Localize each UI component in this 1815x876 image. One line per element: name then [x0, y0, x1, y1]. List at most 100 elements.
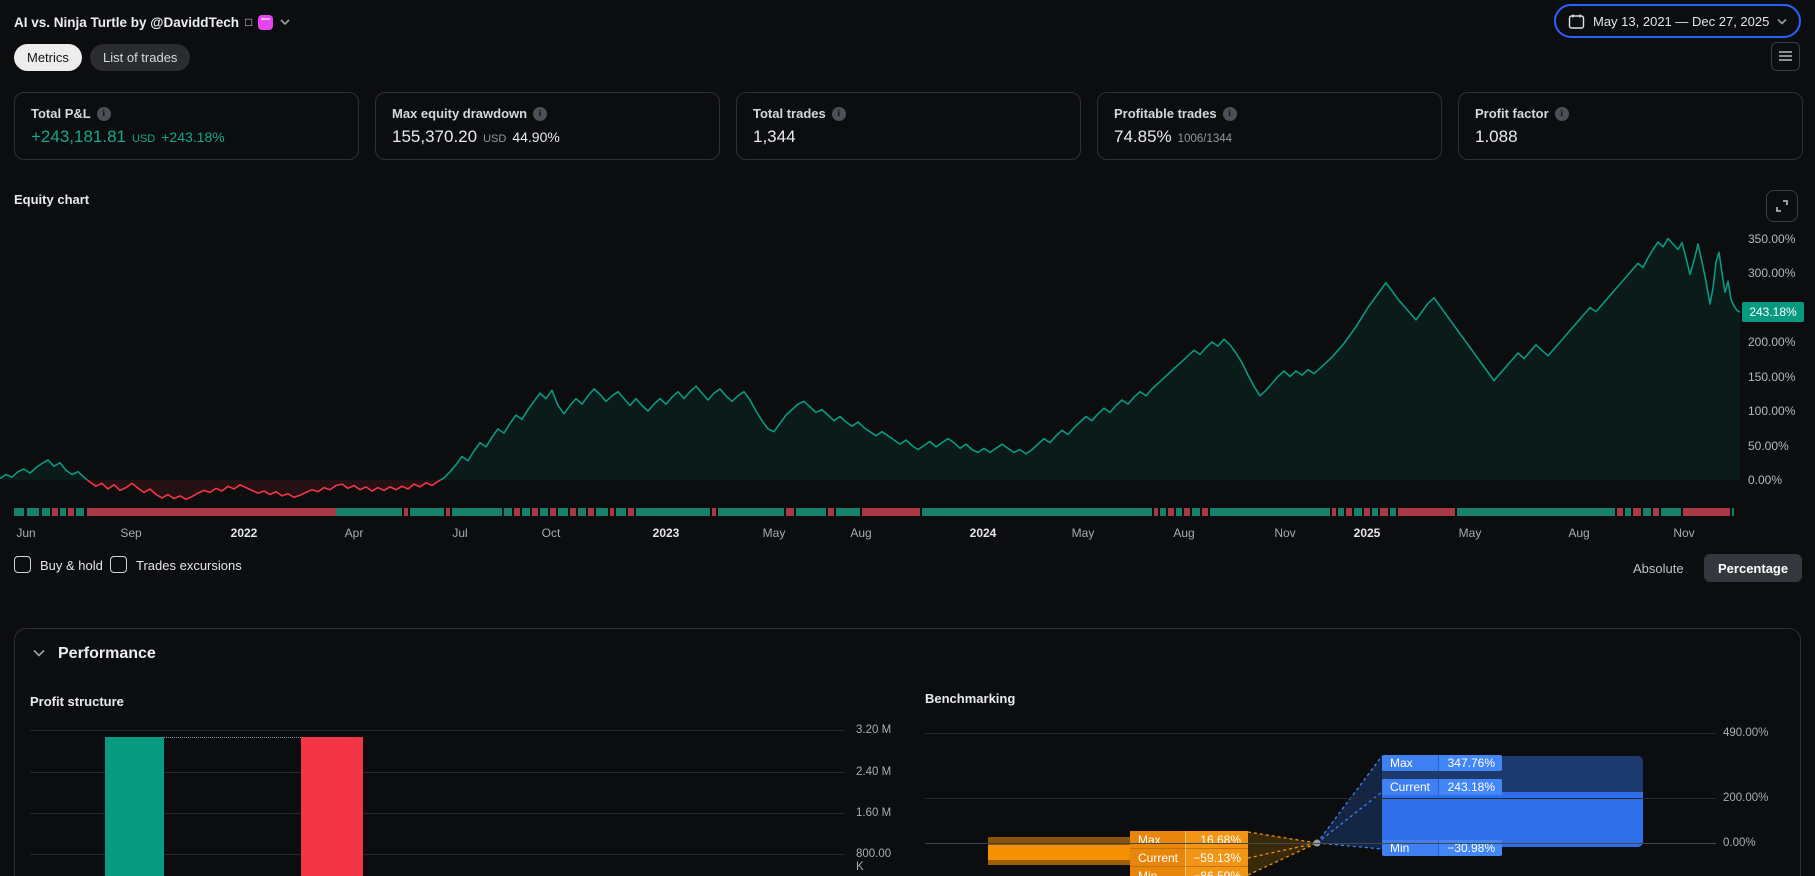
chip-value: 347.76% — [1438, 755, 1502, 771]
strip-segment — [532, 508, 538, 516]
strip-segment — [836, 508, 860, 516]
strip-segment — [1617, 508, 1623, 516]
metric-card-profitable-trades: Profitable trades i 74.85% 1006/1344 — [1097, 92, 1442, 160]
layout-menu-button[interactable] — [1771, 42, 1800, 71]
equity-x-tick: Nov — [1274, 526, 1296, 540]
metric-extra: 44.90% — [512, 129, 560, 145]
strip-segment — [1202, 508, 1208, 516]
profit-gridline — [30, 813, 845, 814]
performance-section — [14, 628, 1801, 876]
benchmark-range-upper — [988, 837, 1248, 845]
strip-segment — [52, 508, 58, 516]
chevron-down-icon[interactable] — [279, 18, 291, 26]
buy-and-hold-checkbox[interactable] — [14, 556, 31, 573]
metric-label: Profitable trades — [1114, 106, 1217, 121]
strip-segment — [616, 508, 626, 516]
strip-segment — [796, 508, 826, 516]
strategy-min-chip: Min −30.98% — [1382, 840, 1502, 856]
info-icon[interactable]: i — [1554, 106, 1569, 121]
strip-segment — [570, 508, 576, 516]
row-label: Current — [1130, 849, 1185, 867]
strip-segment — [718, 508, 784, 516]
profit-gridline — [30, 772, 845, 773]
info-icon[interactable]: i — [831, 106, 846, 121]
strip-segment — [60, 508, 66, 516]
metric-label: Profit factor — [1475, 106, 1549, 121]
chip-label: Min — [1382, 840, 1438, 856]
equity-x-tick: Sep — [120, 526, 142, 540]
strategy-range-lower — [1382, 792, 1643, 847]
benchmark-range-lower — [988, 860, 1248, 865]
date-range-picker[interactable]: May 13, 2021 — Dec 27, 2025 — [1554, 4, 1802, 38]
percentage-toggle[interactable]: Percentage — [1704, 554, 1803, 582]
strip-segment — [452, 508, 502, 516]
chip-value: −30.98% — [1438, 840, 1502, 856]
calendar-icon — [1568, 14, 1585, 29]
equity-x-tick: Aug — [850, 526, 872, 540]
buy-and-hold-label[interactable]: Buy & hold — [40, 558, 103, 573]
trades-excursions-label[interactable]: Trades excursions — [136, 558, 242, 573]
equity-curve — [0, 459, 88, 481]
info-icon[interactable]: i — [533, 106, 548, 121]
bench-y-tick: 200.00% — [1723, 792, 1769, 804]
strip-segment — [1625, 508, 1631, 516]
strip-segment — [558, 508, 568, 516]
chevron-down-icon — [1777, 18, 1787, 25]
chip-value: 243.18% — [1438, 779, 1502, 795]
bench-gridline — [925, 843, 1716, 844]
strip-segment — [42, 508, 50, 516]
equity-x-tick: Jun — [16, 526, 36, 540]
info-icon[interactable]: i — [1222, 106, 1237, 121]
metric-value: 155,370.20 — [392, 127, 478, 146]
equity-area-fill — [0, 460, 88, 480]
profit-structure-chart[interactable]: 3.20 M 2.40 M 1.60 M 800.00 K — [30, 713, 901, 876]
equity-x-tick: Aug — [1173, 526, 1195, 540]
profit-connector — [164, 737, 301, 738]
equity-x-tick: Aug — [1568, 526, 1590, 540]
metric-extra: 1006/1344 — [1177, 133, 1233, 145]
equity-x-tick: 2025 — [1353, 526, 1381, 540]
strip-segment — [922, 508, 1152, 516]
strip-segment — [828, 508, 834, 516]
strip-segment — [578, 508, 586, 516]
strip-segment — [1176, 508, 1182, 516]
header: AI vs. Ninja Turtle by @DaviddTech □ — [14, 12, 291, 32]
collapse-chevron-icon[interactable] — [32, 648, 46, 658]
strategy-max-chip: Max 347.76% — [1382, 755, 1502, 771]
metric-extra: +243.18% — [161, 129, 225, 145]
strip-segment — [862, 508, 920, 516]
benchmarking-chart[interactable]: Max 347.76% Current 243.18% Min −30.98% … — [925, 713, 1801, 876]
strip-segment — [504, 508, 512, 516]
trades-excursions-checkbox[interactable] — [110, 556, 127, 573]
date-range-label: May 13, 2021 — Dec 27, 2025 — [1593, 13, 1770, 29]
strip-segment — [1653, 508, 1659, 516]
strip-segment — [596, 508, 608, 516]
equity-y-tick: 300.00% — [1748, 266, 1796, 280]
metric-value: 1,344 — [753, 127, 796, 146]
equity-x-tick: May — [1458, 526, 1482, 540]
strip-segment — [1633, 508, 1641, 516]
chip-label: Max — [1382, 755, 1438, 771]
equity-y-tick: 0.00% — [1748, 473, 1783, 487]
equity-y-tick: 50.00% — [1748, 438, 1789, 453]
metric-card-profit-factor: Profit factor i 1.088 — [1458, 92, 1803, 160]
strip-segment — [1354, 508, 1362, 516]
strip-segment — [14, 508, 24, 516]
expand-chart-button[interactable] — [1766, 190, 1798, 222]
strip-segment — [514, 508, 520, 516]
info-icon[interactable]: i — [96, 106, 111, 121]
equity-x-tick: May — [762, 526, 786, 540]
metric-value: +243,181.81 — [31, 127, 127, 146]
strip-segment — [68, 508, 74, 516]
row-value: −59.13% — [1185, 849, 1248, 867]
metric-unit: USD — [483, 133, 507, 145]
equity-y-tick: 150.00% — [1748, 369, 1796, 384]
equity-chart-plot[interactable] — [0, 215, 1740, 515]
absolute-toggle[interactable]: Absolute — [1633, 561, 1684, 576]
strip-segment — [550, 508, 556, 516]
row-label: Max — [1130, 831, 1185, 849]
tab-list-of-trades[interactable]: List of trades — [90, 44, 191, 71]
bench-wedge — [1248, 832, 1317, 875]
strip-segment — [712, 508, 716, 516]
tab-metrics[interactable]: Metrics — [14, 44, 82, 71]
